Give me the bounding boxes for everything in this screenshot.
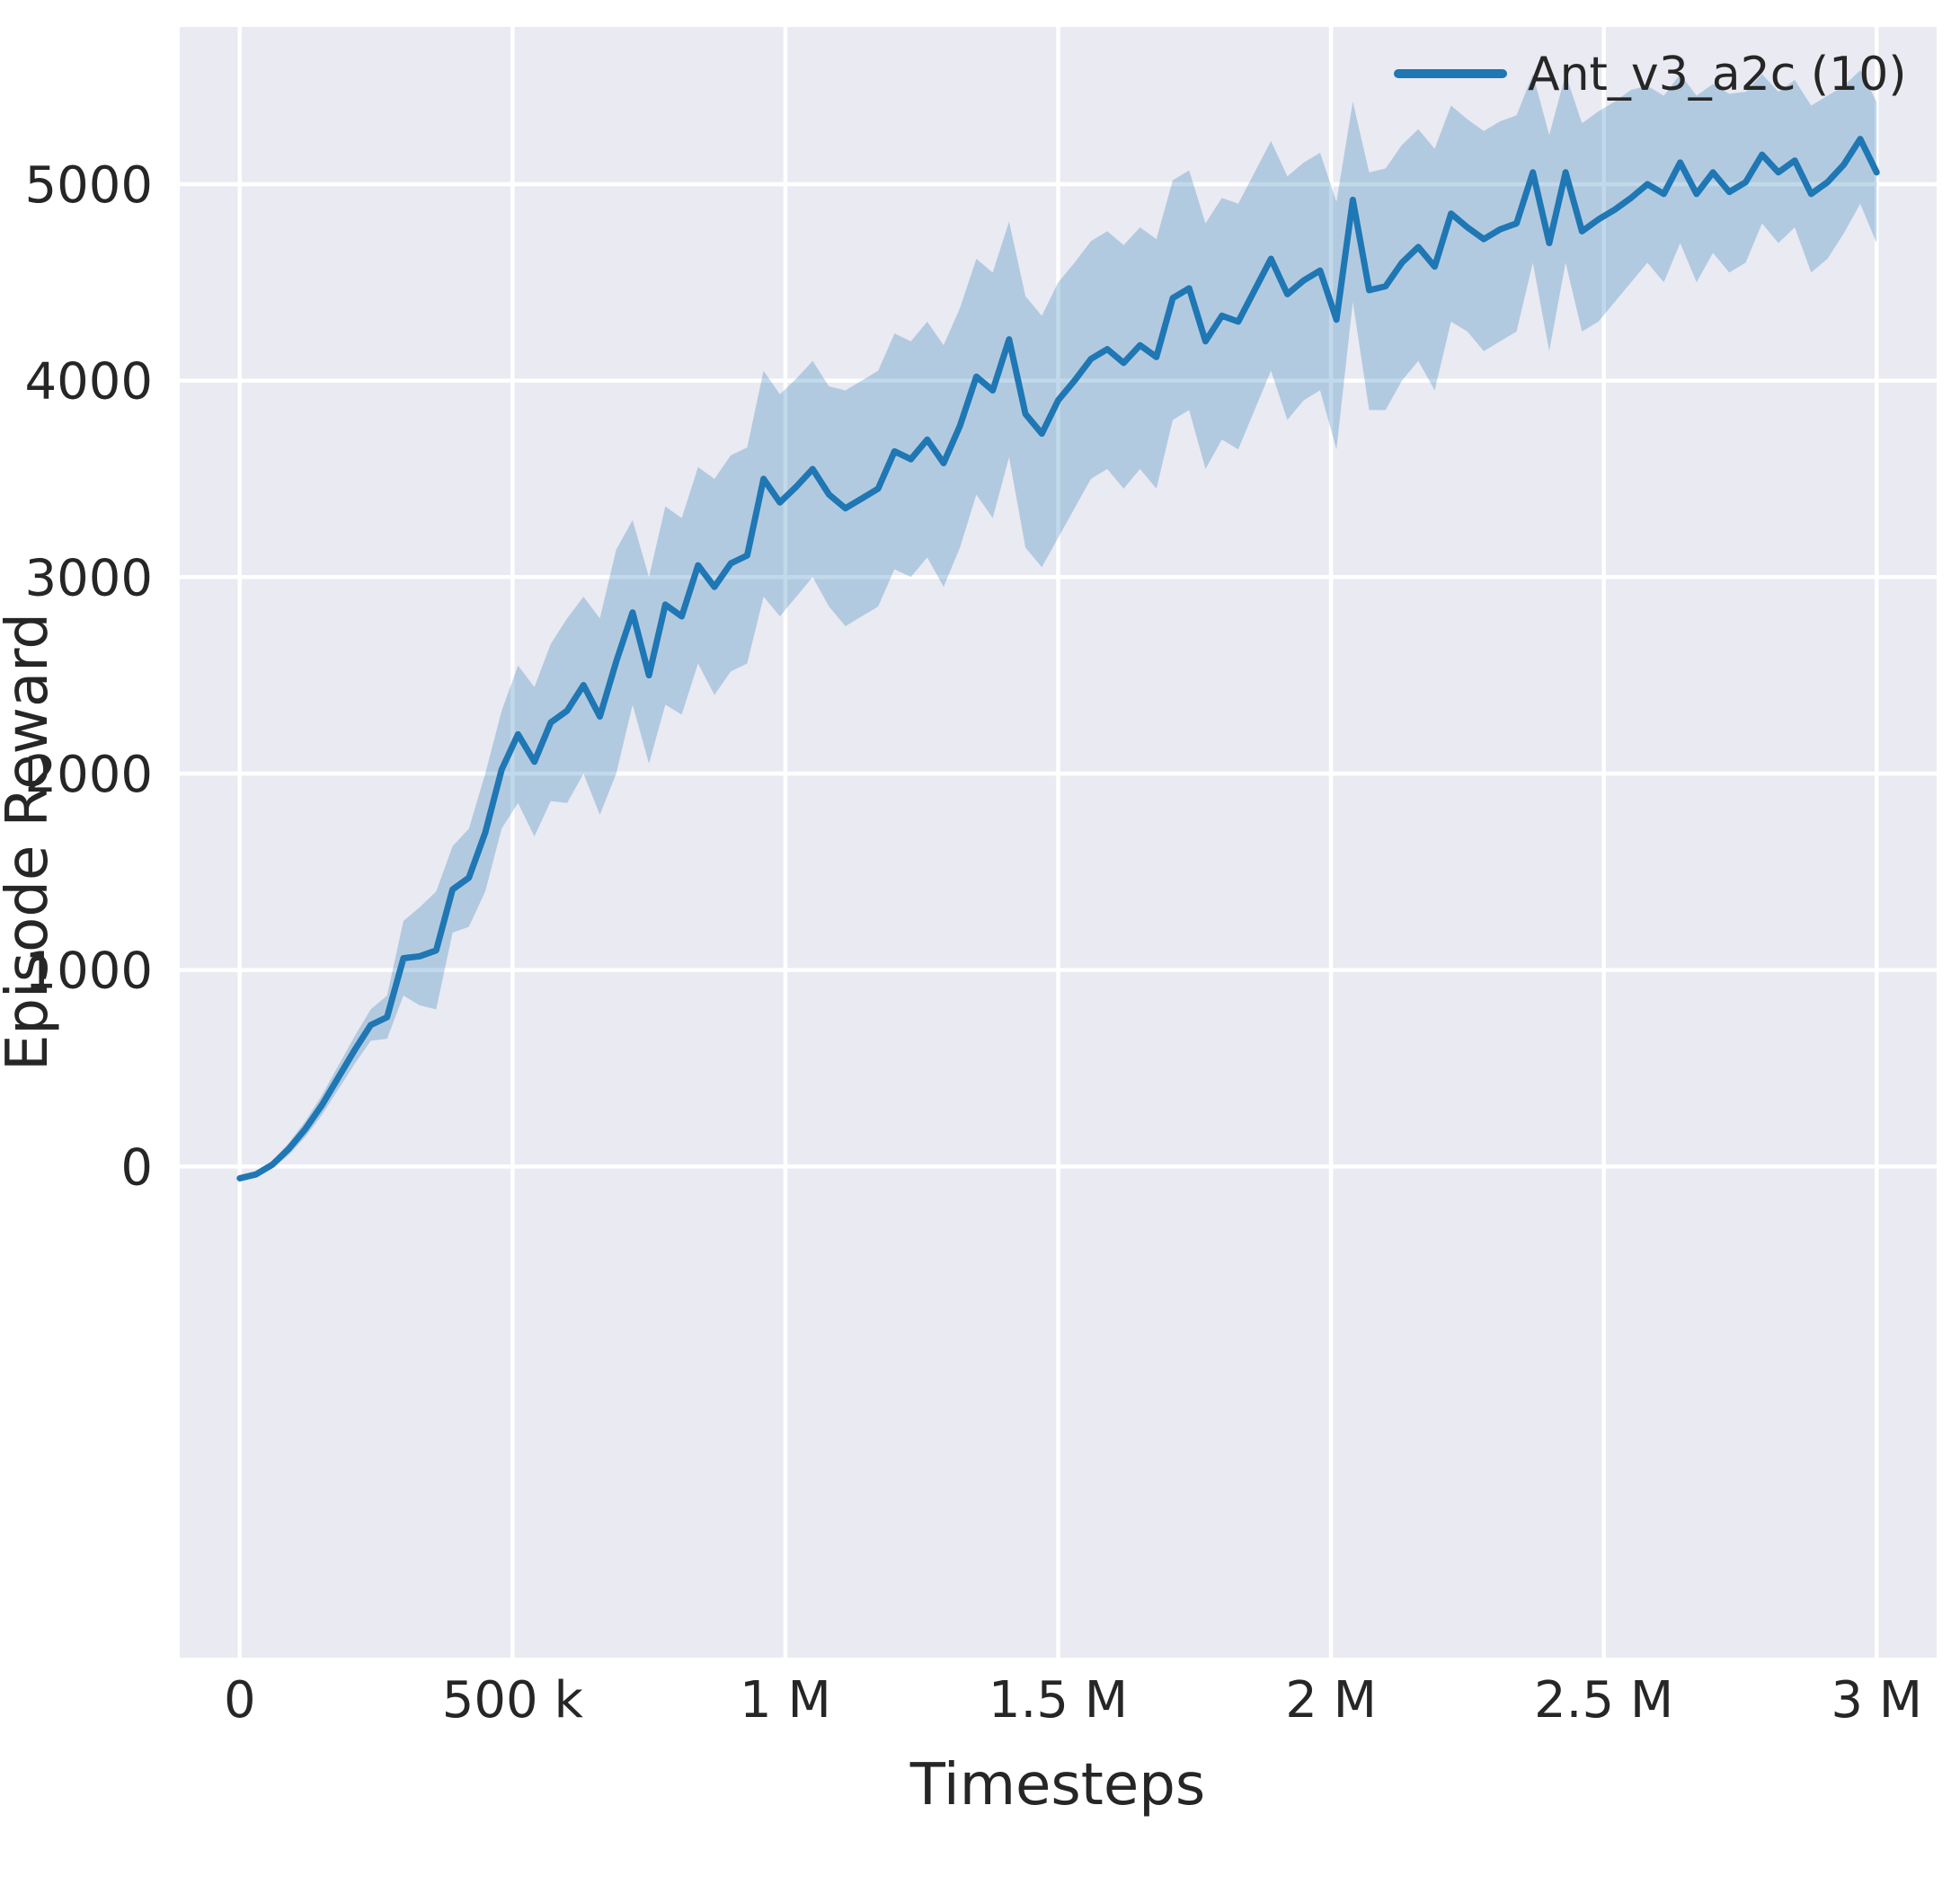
x-tick-label: 1 M [740, 1671, 831, 1730]
y-tick-label: 5000 [24, 156, 153, 215]
legend-label: Ant_v3_a2c (10) [1528, 48, 1907, 102]
x-tick-label: 3 M [1831, 1671, 1922, 1730]
plot-layer: 0 500 k 1 M 1.5 M 2 M 2.5 M 3 M 0 1000 2000 3000 40… [24, 27, 1937, 1730]
x-axis-label: Timesteps [909, 1752, 1205, 1819]
x-tick-label: 2.5 M [1534, 1671, 1673, 1730]
confidence-band [239, 70, 1877, 1181]
x-tick-label: 2 M [1285, 1671, 1377, 1730]
y-tick-label: 0 [120, 1138, 153, 1197]
mean-reward-line [236, 136, 1880, 1181]
y-tick-label: 1000 [24, 942, 153, 1001]
legend: Ant_v3_a2c (10) [1394, 48, 1907, 102]
y-tick-label: 2000 [24, 746, 153, 804]
x-tick-label: 500 k [442, 1671, 584, 1730]
y-axis-label: Episode Reward [0, 613, 61, 1071]
x-tick-label: 1.5 M [989, 1671, 1128, 1730]
y-tick-label: 4000 [24, 353, 153, 412]
x-tick-label: 0 [224, 1671, 256, 1730]
y-tick-label: 3000 [24, 549, 153, 607]
